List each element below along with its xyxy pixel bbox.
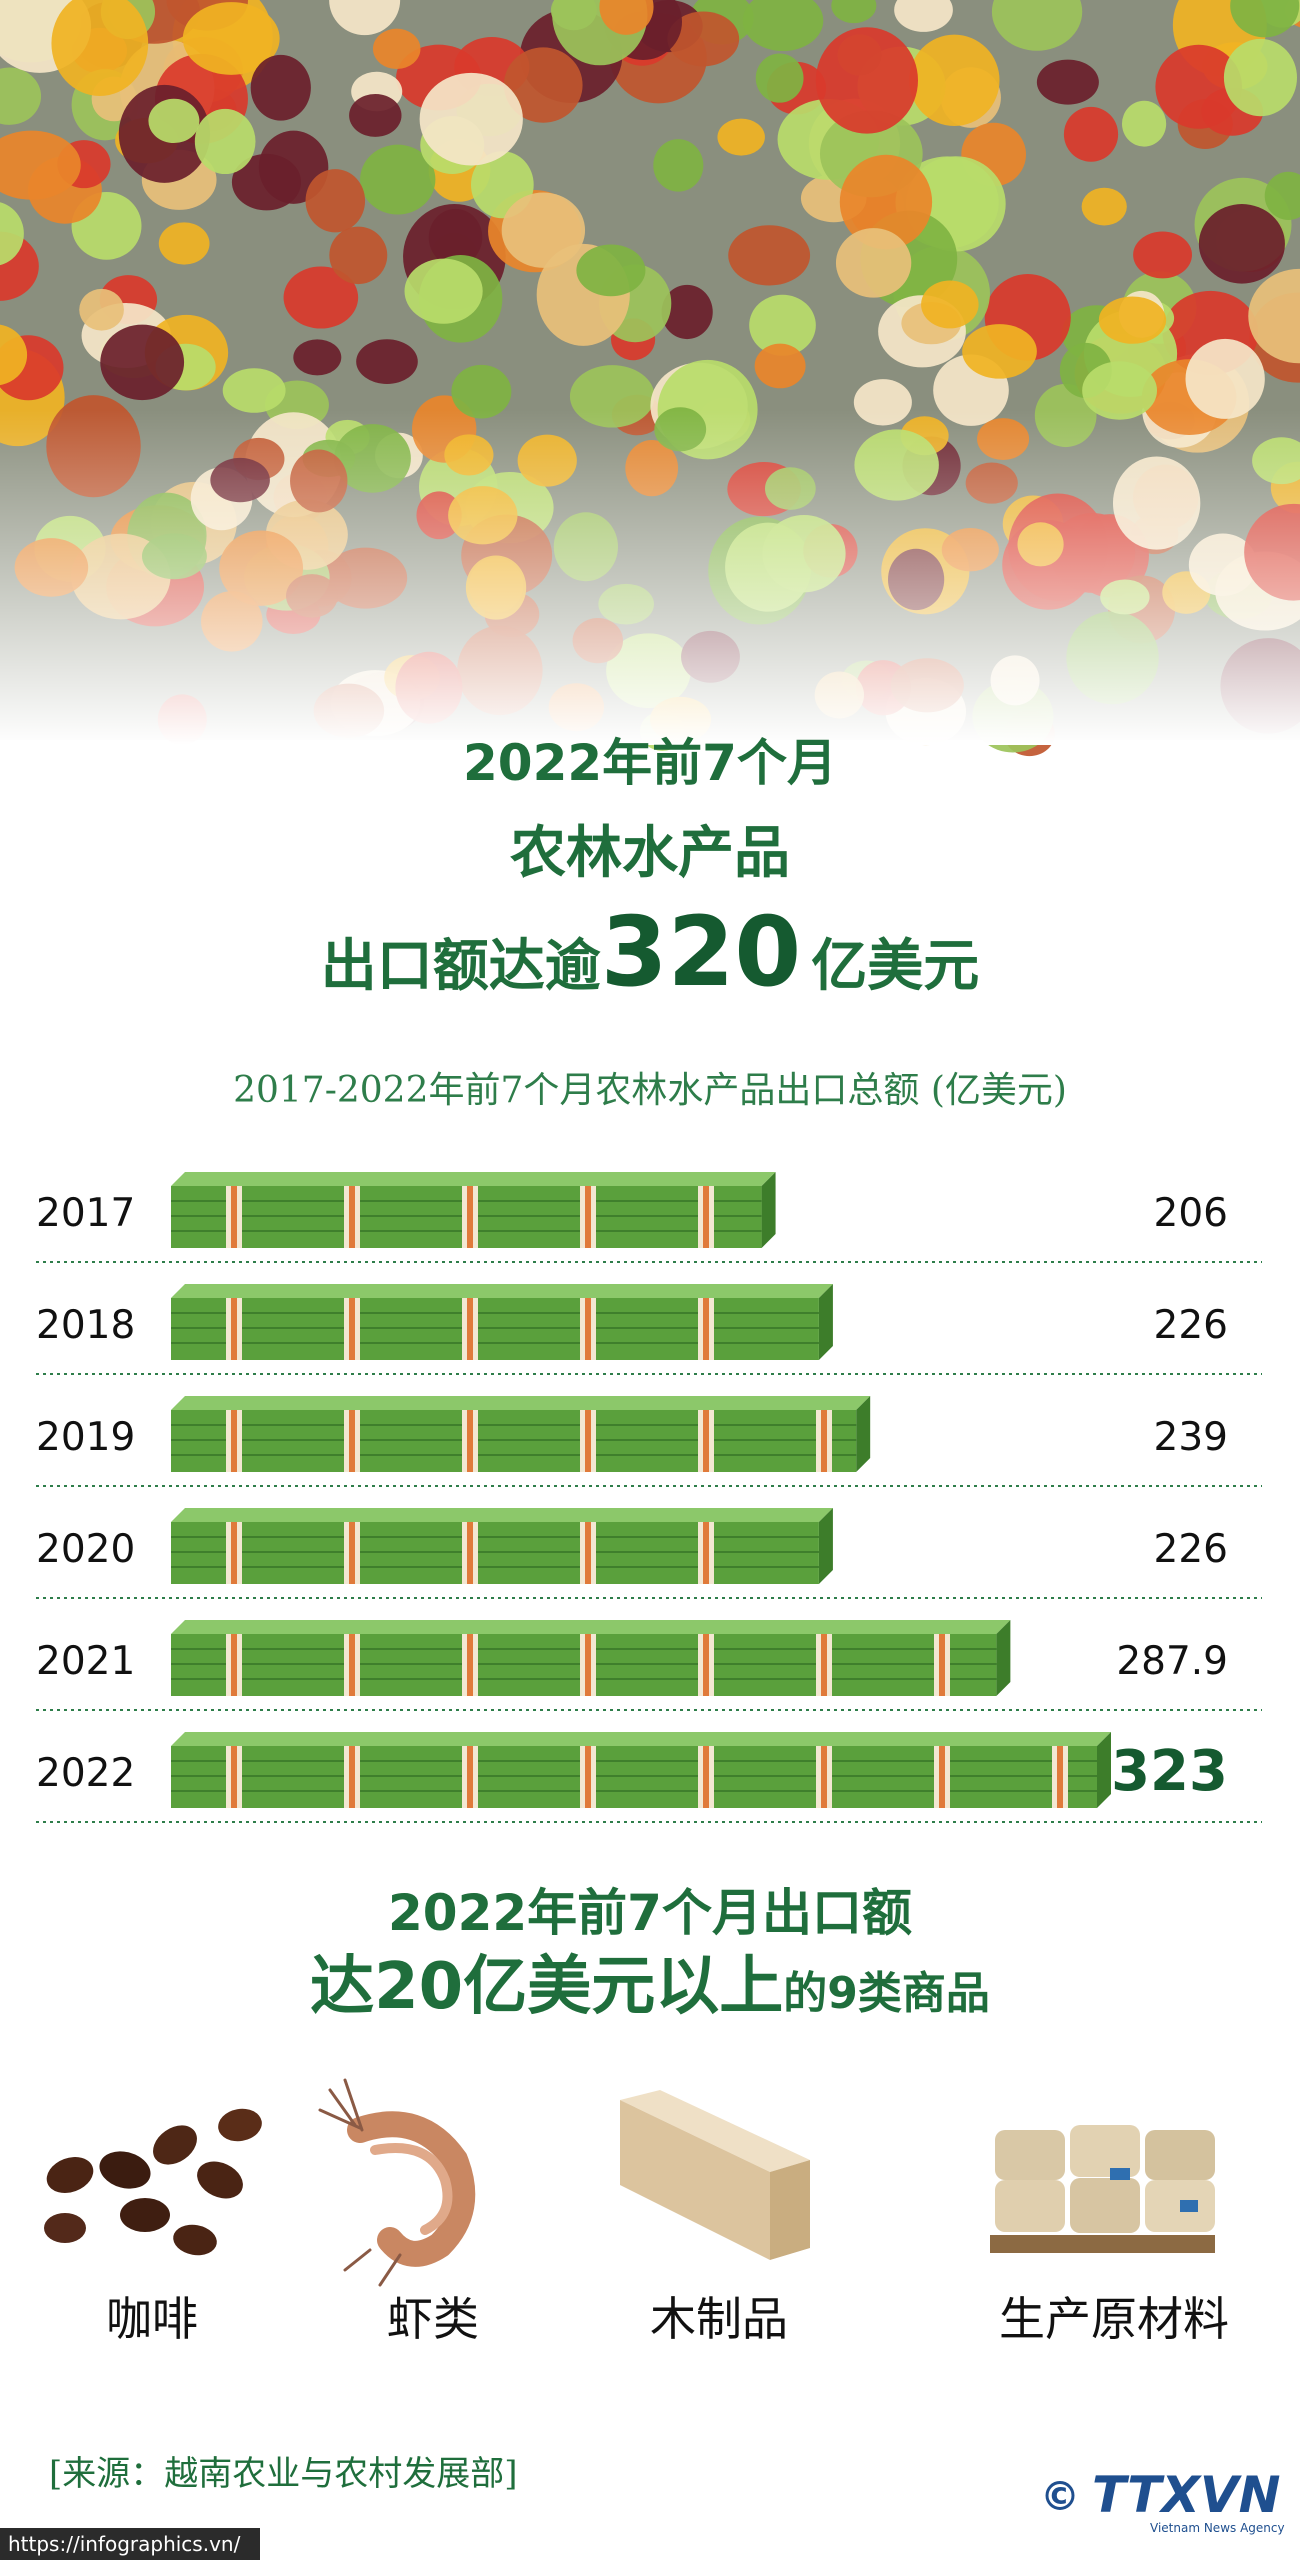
product-label: 生产原材料 [999, 2292, 1229, 2346]
bar-band-stripe [349, 1634, 355, 1696]
products-title-line2: 达20亿美元以上的9类商品 [310, 1950, 990, 2024]
year-label: 2017 [36, 1191, 135, 1236]
product-label: 虾类 [387, 2292, 479, 2346]
bar-band-stripe [585, 1522, 591, 1584]
bar-band-stripe [349, 1298, 355, 1360]
bar-band-stripe [821, 1746, 827, 1808]
value-label: 239 [1154, 1415, 1228, 1460]
headline-suffix: 亿美元 [811, 934, 979, 999]
products-title-suffix: 的9类商品 [783, 1968, 990, 2019]
url: https://infographics.vn/ [8, 2532, 241, 2556]
bar-band-stripe [231, 1522, 237, 1584]
logo: TTXVN [1092, 2466, 1280, 2524]
product-labels: 咖啡 虾类 木制品 生产原材料 [106, 2292, 1229, 2346]
photo-fade [0, 0, 1300, 745]
bar-side [818, 1508, 833, 1584]
bar-band-stripe [585, 1186, 591, 1248]
bar-band-stripe [939, 1746, 945, 1808]
bar-band-stripe [231, 1186, 237, 1248]
headline-line3: 出口额达逾320 亿美元 [321, 896, 979, 1008]
bar-band-stripe [703, 1410, 709, 1472]
bar-band-stripe [467, 1634, 473, 1696]
copyright: © [1040, 2474, 1080, 2520]
bar-band-stripe [349, 1186, 355, 1248]
shrimp-icon [318, 2078, 476, 2287]
bar-band-stripe [467, 1410, 473, 1472]
bar-band-stripe [703, 1522, 709, 1584]
value-label: 287.9 [1116, 1639, 1228, 1684]
sacks-icon [990, 2125, 1215, 2253]
bar-band-stripe [1057, 1746, 1063, 1808]
bar-side [761, 1172, 776, 1248]
bar-top [171, 1172, 776, 1186]
product-label: 木制品 [650, 2292, 788, 2346]
bar-band-stripe [821, 1634, 827, 1696]
bar-side [856, 1396, 871, 1472]
headline-prefix: 出口额达逾 [321, 934, 601, 999]
bar-band-stripe [585, 1298, 591, 1360]
bar-band-stripe [231, 1298, 237, 1360]
year-label: 2019 [36, 1415, 135, 1460]
bar-band-stripe [231, 1634, 237, 1696]
value-label: 323 [1111, 1739, 1228, 1804]
bar-top [171, 1732, 1111, 1746]
products-title-main: 达20亿美元以上 [310, 1950, 783, 2024]
bar-band-stripe [231, 1410, 237, 1472]
bar-band-stripe [231, 1746, 237, 1808]
bar-band-stripe [703, 1298, 709, 1360]
bar-top [171, 1396, 871, 1410]
headline-number: 320 [601, 896, 801, 1008]
year-label: 2021 [36, 1639, 135, 1684]
bar-side [996, 1620, 1011, 1696]
headline-line2: 农林水产品 [510, 821, 790, 886]
bar-band-stripe [467, 1522, 473, 1584]
product-label: 咖啡 [106, 2292, 198, 2346]
value-label: 226 [1154, 1303, 1228, 1348]
bar-band-stripe [467, 1298, 473, 1360]
products-title-line1: 2022年前7个月出口额 [388, 1884, 912, 1942]
bar-band-stripe [585, 1746, 591, 1808]
headline-line1: 2022年前7个月 [463, 734, 837, 792]
bar-side [1097, 1732, 1111, 1808]
bar-chart: 2017 206 2018 226 2019 239 2020 226 2021 287.9 202… [36, 1172, 1262, 1823]
coffee-icon [44, 2108, 262, 2256]
value-label: 226 [1154, 1527, 1228, 1572]
wood-icon [620, 2090, 810, 2260]
bar-top [171, 1620, 1011, 1634]
year-label: 2022 [36, 1751, 135, 1796]
year-label: 2018 [36, 1303, 135, 1348]
bar-band-stripe [349, 1410, 355, 1472]
bar-band-stripe [821, 1410, 827, 1472]
bar-band-stripe [703, 1186, 709, 1248]
chart-title: 2017-2022年前7个月农林水产品出口总额 (亿美元) [233, 1070, 1067, 1111]
bar-top [171, 1284, 833, 1298]
bar-top [171, 1508, 833, 1522]
bar-band-stripe [467, 1186, 473, 1248]
bar-band-stripe [939, 1634, 945, 1696]
year-label: 2020 [36, 1527, 135, 1572]
bar-band-stripe [349, 1522, 355, 1584]
bar-band-stripe [585, 1410, 591, 1472]
bar-band-stripe [349, 1746, 355, 1808]
bar-side [818, 1284, 833, 1360]
url-bar [0, 2528, 260, 2560]
bar-band-stripe [703, 1634, 709, 1696]
bar-band-stripe [703, 1746, 709, 1808]
bar-band-stripe [585, 1634, 591, 1696]
bar-band-stripe [467, 1746, 473, 1808]
source: [来源：越南农业与农村发展部] [49, 2454, 518, 2494]
logo-subtitle: Vietnam News Agency [1150, 2521, 1285, 2535]
value-label: 206 [1154, 1191, 1228, 1236]
